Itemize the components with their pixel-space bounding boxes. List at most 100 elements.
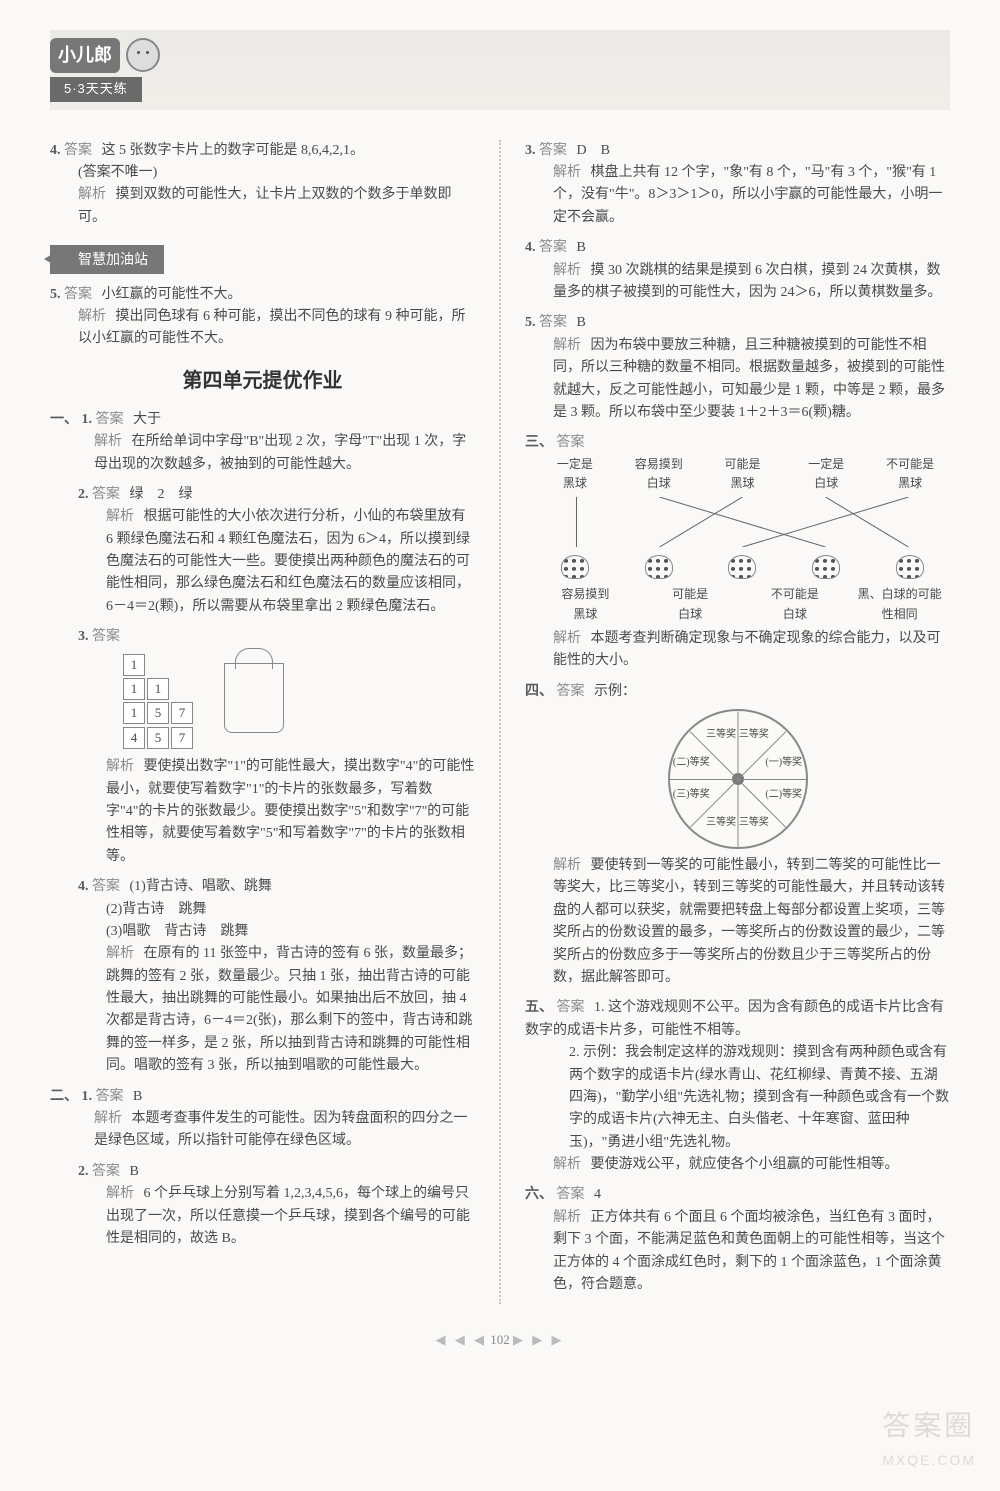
jx-text: 在所给单词中字母"B"出现 2 次，字母"T"出现 1 次，字母出现的次数越多，… [94,434,466,471]
jx-label: 解析 [94,434,122,449]
t: 黑球 [563,476,587,490]
answer-label: 答案 [539,315,567,330]
g1-q2: 2. 答案 绿 2 绿 解析 根据可能性的大小依次进行分析，小仙的布袋里放有 6… [50,484,475,618]
answer-line2: 2. 示例：我会制定这样的游戏规则：摸到含有两种颜色或含有两个数字的成语卡片(绿… [525,1042,950,1154]
q-number: 5. [50,287,61,302]
q-number: 4. [525,240,536,255]
bag-icon [561,555,589,579]
q-number: 4. [78,879,89,894]
logo: 小儿郎 [50,38,160,73]
right-q5: 5. 答案 B 解析 因为布袋中要放三种糖，且三种糖被摸到的可能性不相同，所以三… [525,312,950,424]
b: 性相同 [882,607,918,621]
group-6: 六、 答案 4 解析 正方体共有 6 个面且 6 个面均被涂色，当红色有 3 面… [525,1184,950,1296]
slice: 三等奖 [706,727,736,743]
answer-label: 答案 [92,629,120,644]
jx-text: 摸出同色球有 6 种可能，摸出不同色的球有 9 种可能，所以小红赢的可能性不大。 [78,309,466,346]
t: 黑球 [898,476,922,490]
t: 一定是 [557,457,593,471]
jx-label: 解析 [78,309,106,324]
jx-text: 要使摸出数字"1"的可能性最大，摸出数字"4"的可能性最小，就要使写着数字"1"… [106,759,474,864]
jx-label: 解析 [553,631,581,646]
box: 7 [171,727,193,749]
answer-label: 答案 [539,240,567,255]
answer-label: 答案 [64,287,92,302]
answer-label: 答案 [92,487,120,502]
watermark-sub: MXQE.COM [882,1449,976,1471]
box: 4 [123,727,145,749]
b: 黑、白球的可能 [858,587,942,601]
matching-figure: 一定是黑球 容易摸到白球 可能是黑球 一定是白球 不可能是黑球 [525,455,950,624]
jx-label: 解析 [106,759,134,774]
q-number: 3. [525,143,536,158]
group-heading: 二、 [50,1089,78,1104]
group-1: 一、 1. 答案 大于 解析 在所给单词中字母"B"出现 2 次，字母"T"出现… [50,409,475,476]
page-number: 102 [490,1332,510,1347]
answer-label: 答案 [64,143,92,158]
slice: (三)等奖 [673,787,710,803]
bag-icon [224,663,284,733]
jx-text: 6 个乒乓球上分别写着 1,2,3,4,5,6，每个球上的编号只出现了一次，所以… [106,1186,470,1246]
spinner-wheel: 三等奖 (一)等奖 (二)等奖 三等奖 三等奖 (三)等奖 (二)等奖 三等奖 [668,709,808,849]
answer-text: 示例： [594,684,636,699]
box: 1 [123,654,145,676]
content-columns: 4. 答案 这 5 张数字卡片上的数字可能是 8,6,4,2,1。 (答案不唯一… [50,140,950,1305]
jx-label: 解析 [94,1111,122,1126]
answer-line1: 1. 这个游戏规则不公平。因为含有颜色的成语卡片比含有数字的成语卡片多，可能性不… [525,1000,944,1037]
jx-label: 解析 [553,263,581,278]
box: 5 [147,727,169,749]
box: 1 [147,678,169,700]
triangle-left-icon: ◀ ◀ ◀ [436,1332,488,1347]
t: 一定是 [808,457,844,471]
header: 小儿郎 5·3天天练 [50,30,950,110]
answer-label: 答案 [557,1000,585,1015]
jx-text: 因为布袋中要放三种糖，且三种糖被摸到的可能性不相同，所以三种糖的数量不相同。根据… [553,338,945,420]
b: 白球 [783,607,807,621]
jx-text: 要使转到一等奖的可能性最小，转到二等奖的可能性比一等奖大，比三等奖小，转到三等奖… [553,858,945,985]
slice: (二)等奖 [765,787,802,803]
t: 容易摸到 [635,457,683,471]
answer-text: B [130,1164,139,1179]
q-number: 3. [78,629,89,644]
t: 可能是 [724,457,760,471]
page: 小儿郎 5·3天天练 4. 答案 这 5 张数字卡片上的数字可能是 8,6,4,… [0,0,1000,1491]
left-q4: 4. 答案 这 5 张数字卡片上的数字可能是 8,6,4,2,1。 (答案不唯一… [50,140,475,230]
group-heading: 四、 [525,684,553,699]
jx-label: 解析 [553,338,581,353]
jx-text: 本题考查事件发生的可能性。因为转盘面积的四分之一是绿色区域，所以指针可能停在绿色… [94,1111,468,1148]
triangle-right-icon: ▶ ▶ ▶ [513,1332,565,1347]
answer-text: B [577,315,586,330]
left-column: 4. 答案 这 5 张数字卡片上的数字可能是 8,6,4,2,1。 (答案不唯一… [50,140,475,1305]
group-4: 四、 答案 示例： 三等奖 (一)等奖 (二)等奖 三等奖 [525,681,950,990]
group-heading: 五、 [525,1000,553,1015]
b: 不可能是 [771,587,819,601]
jx-text: 要使游戏公平，就应使各个小组赢的可能性相等。 [591,1157,899,1172]
t: 黑球 [730,476,754,490]
boxes-figure: 1 11 157 457 [78,653,475,751]
answer-text: B [577,240,586,255]
box: 7 [171,702,193,724]
b: 黑球 [573,607,597,621]
jx-text: 根据可能性的大小依次进行分析，小仙的布袋里放有 6 颗绿色魔法石和 4 颗红色魔… [106,509,470,614]
matching-lines [535,497,950,547]
q-number: 2. [78,487,89,502]
box: 1 [123,678,145,700]
slice: 三等奖 [706,815,736,831]
bag-icon [645,555,673,579]
answer-text: B [133,1089,142,1104]
logo-face-icon [126,38,160,72]
g1-q4: 4. 答案 (1)背古诗、唱歌、跳舞 (2)背古诗 跳舞 (3)唱歌 背古诗 跳… [50,876,475,1078]
right-q3: 3. 答案 D B 解析 棋盘上共有 12 个字，"象"有 8 个，"马"有 3… [525,140,950,230]
answer-note: (答案不唯一) [50,162,475,184]
t: 白球 [647,476,671,490]
t: 白球 [814,476,838,490]
g1-q3: 3. 答案 1 11 157 457 解析 要使摸出数字"1"的可能性最大，摸出… [50,626,475,868]
jx-text: 在原有的 11 张签中，背古诗的签有 6 张，数量最多；跳舞的签有 2 张，数量… [106,946,472,1073]
watermark-main: 答案圈 [882,1410,975,1441]
jx-text: 摸到双数的可能性大，让卡片上双数的个数多于单数即可。 [78,187,452,224]
right-column: 3. 答案 D B 解析 棋盘上共有 12 个字，"象"有 8 个，"马"有 3… [525,140,950,1305]
answer-label: 答案 [557,435,585,450]
logo-text: 小儿郎 [50,38,120,73]
watermark: 答案圈 MXQE.COM [882,1404,976,1471]
header-subtitle: 5·3天天练 [50,77,142,102]
answer-label: 答案 [557,684,585,699]
